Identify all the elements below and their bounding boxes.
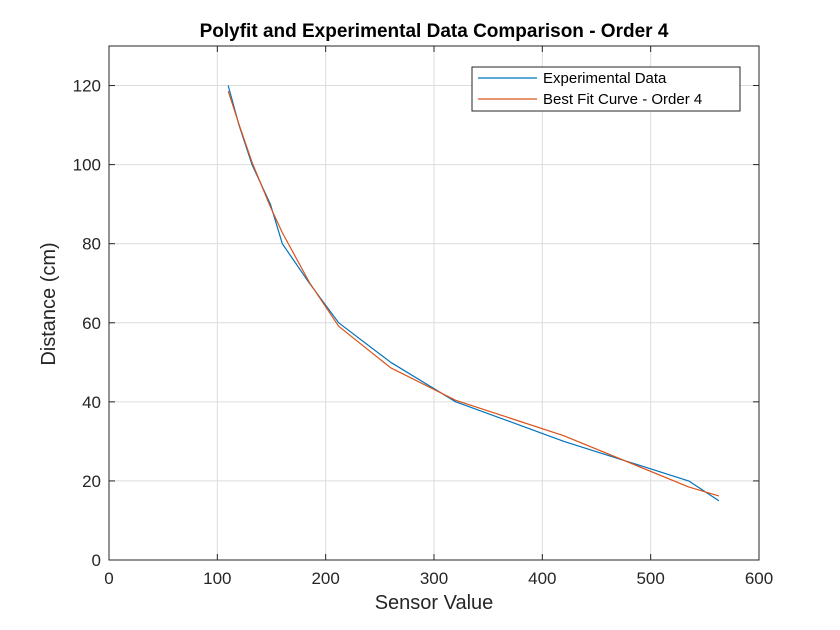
series-line-best-fit <box>227 90 720 497</box>
x-axis-label: Sensor Value <box>375 592 494 614</box>
legend-label-best-fit: Best Fit Curve - Order 4 <box>543 91 702 108</box>
y-tick-label: 120 <box>73 77 101 96</box>
y-tick-label: 80 <box>82 235 101 254</box>
y-tick-label: 60 <box>82 314 101 333</box>
x-tick-label: 0 <box>104 569 113 588</box>
chart-title: Polyfit and Experimental Data Comparison… <box>200 21 669 42</box>
x-tick-label: 300 <box>420 569 448 588</box>
y-tick-label: 0 <box>92 551 101 570</box>
y-axis-label: Distance (cm) <box>38 242 60 365</box>
y-tick-label: 100 <box>73 156 101 175</box>
series-lines <box>227 85 720 502</box>
x-tick-label: 500 <box>636 569 664 588</box>
x-tick-label: 400 <box>528 569 556 588</box>
legend-box <box>471 66 741 112</box>
legend: Experimental Data Best Fit Curve - Order… <box>471 66 741 112</box>
x-tick-label: 100 <box>203 569 231 588</box>
axis-ticks: 0 100 200 300 400 500 600 0 20 40 60 80 100 120 <box>73 46 773 588</box>
series-line-experimental <box>227 85 720 502</box>
x-tick-label: 600 <box>745 569 773 588</box>
y-tick-label: 20 <box>82 472 101 491</box>
y-tick-label: 40 <box>82 393 101 412</box>
x-tick-label: 200 <box>311 569 339 588</box>
legend-label-experimental: Experimental Data <box>543 70 667 87</box>
